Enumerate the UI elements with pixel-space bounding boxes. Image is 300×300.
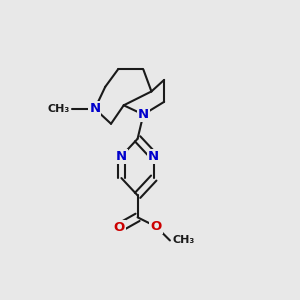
Text: CH₃: CH₃ bbox=[47, 104, 69, 114]
Text: N: N bbox=[116, 150, 127, 163]
Text: N: N bbox=[138, 108, 149, 121]
Text: N: N bbox=[148, 150, 159, 163]
Text: O: O bbox=[150, 220, 162, 233]
Text: CH₃: CH₃ bbox=[172, 236, 194, 245]
Text: O: O bbox=[113, 221, 125, 234]
Text: N: N bbox=[89, 102, 100, 115]
